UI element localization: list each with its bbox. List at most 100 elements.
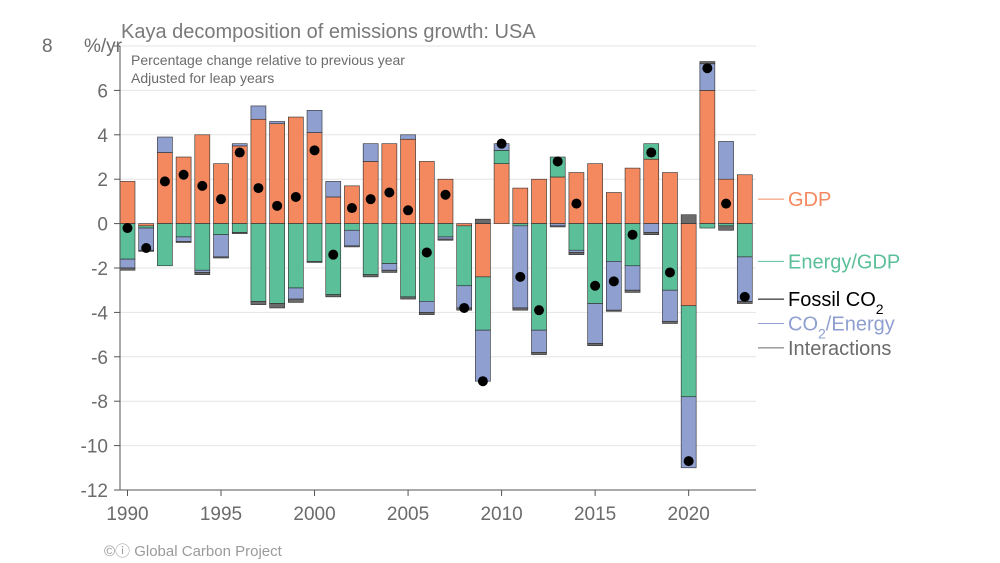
bar-gdp-1997: [250, 118, 267, 224]
bar-energy-gdp-2022: [718, 223, 734, 227]
bar-interactions-1999: [288, 298, 304, 303]
x-tick-label: 2020: [668, 504, 710, 525]
y-tick-label: -4: [91, 303, 108, 324]
y-tick-label: -6: [91, 348, 108, 369]
bar-co2-energy-1998: [269, 121, 285, 125]
bar-co2-energy-1995: [213, 234, 229, 258]
bar-interactions-2000: [306, 261, 323, 263]
fossil-co2-point-2019: [664, 267, 675, 278]
bar-interactions-2013: [549, 225, 566, 228]
fossil-co2-point-1997: [253, 183, 264, 194]
bar-gdp-2023: [736, 174, 753, 224]
bar-co2-energy-1994: [194, 269, 211, 273]
chart-title: Kaya decomposition of emissions growth: …: [121, 21, 536, 43]
bar-gdp-2016: [606, 192, 622, 224]
bar-interactions-1998: [269, 303, 285, 309]
fossil-co2-point-1995: [216, 194, 227, 205]
fossil-co2-point-2007: [440, 189, 451, 200]
bar-gdp-1990: [119, 181, 136, 224]
bar-co2-energy-2018: [643, 223, 660, 233]
bar-gdp-2007: [437, 178, 454, 224]
bar-interactions-2016: [606, 309, 622, 312]
y-tick-label: 8: [42, 36, 53, 57]
fossil-co2-point-2003: [365, 194, 376, 205]
bar-series: [119, 61, 753, 469]
x-tick-label: 2010: [480, 504, 522, 525]
x-tick-label: 2000: [293, 504, 335, 525]
y-tick-label: -8: [91, 392, 108, 413]
legend-item-gdp: GDP: [758, 189, 831, 211]
y-tick-label: 0: [97, 215, 108, 236]
y-tick-label: 4: [97, 126, 108, 147]
bar-gdp-2010: [493, 163, 510, 224]
bar-interactions-2001: [325, 294, 342, 298]
chart-subtitle-line-1: Percentage change relative to previous y…: [131, 52, 405, 68]
bar-energy-gdp-2003: [362, 223, 379, 275]
fossil-co2-point-2023: [739, 291, 750, 302]
fossil-co2-point-2005: [403, 205, 414, 216]
bar-gdp-2013: [549, 176, 566, 224]
bar-interactions-1995: [213, 256, 229, 259]
bar-gdp-1995: [213, 163, 229, 224]
bar-gdp-2018: [643, 158, 660, 224]
fossil-co2-point-2009: [477, 376, 488, 387]
fossil-co2-point-1996: [234, 147, 245, 158]
bar-gdp-1999: [288, 116, 304, 224]
fossil-co2-point-2008: [459, 302, 470, 313]
legend-label: Energy/GDP: [788, 251, 900, 273]
fossil-co2-point-2004: [384, 187, 395, 198]
bar-co2-energy-2007: [437, 236, 454, 240]
x-tick-label: 2015: [574, 504, 616, 525]
fossil-co2-point-2001: [328, 249, 339, 260]
bar-co2-energy-2015: [587, 303, 603, 344]
y-ticks: -12 -10 -8 -6 -4 -2 0 2 4 6 8: [42, 36, 120, 502]
fossil-co2-point-2016: [608, 276, 619, 287]
bar-co2-energy-2014: [568, 249, 585, 253]
bar-co2-energy-2022: [718, 141, 734, 180]
bar-interactions-2003: [362, 274, 379, 278]
fossil-co2-point-2013: [552, 156, 563, 167]
fossil-co2-point-2012: [534, 305, 545, 316]
fossil-co2-point-2011: [515, 271, 526, 282]
fossil-co2-point-1994: [197, 180, 208, 191]
bar-energy-gdp-2015: [587, 223, 603, 304]
bar-co2-energy-2019: [662, 289, 678, 322]
bar-gdp-1992: [157, 152, 173, 224]
bar-energy-gdp-2020: [680, 305, 697, 398]
fossil-co2-point-2015: [590, 280, 601, 291]
bar-co2-energy-1992: [157, 136, 173, 153]
legend-item-interactions: Interactions: [758, 338, 891, 360]
bar-co2-energy-2013: [549, 223, 566, 227]
bar-gdp-2006: [418, 161, 435, 224]
y-tick-label: -10: [81, 437, 108, 458]
bar-energy-gdp-2011: [512, 223, 529, 227]
bar-co2-energy-1997: [250, 105, 267, 120]
bar-co2-energy-2012: [531, 329, 547, 353]
bar-interactions-2020: [680, 214, 697, 224]
fossil-co2-point-2020: [683, 456, 694, 467]
bar-gdp-2012: [531, 178, 547, 224]
bar-interactions-2017: [624, 289, 641, 293]
legend-item-energy-gdp: Energy/GDP: [758, 251, 900, 273]
bar-co2-energy-2004: [381, 263, 398, 271]
bar-interactions-2018: [643, 232, 660, 235]
bar-energy-gdp-1998: [269, 223, 285, 304]
bar-energy-gdp-1997: [250, 223, 267, 302]
chart-subtitle-line-2: Adjusted for leap years: [131, 70, 274, 86]
bar-gdp-2021: [699, 90, 716, 224]
bar-interactions-2012: [531, 352, 547, 355]
legend-label: CO2/Energy: [788, 314, 895, 342]
bar-gdp-2009: [475, 223, 491, 278]
bar-energy-gdp-2002: [344, 223, 360, 231]
bar-energy-gdp-2000: [306, 223, 323, 262]
fossil-co2-point-2022: [721, 198, 732, 209]
bar-interactions-2005: [400, 296, 416, 300]
bar-co2-energy-2000: [306, 110, 323, 133]
bar-gdp-1993: [175, 156, 192, 224]
legend-label: GDP: [788, 189, 831, 211]
bar-interactions-2014: [568, 252, 585, 255]
fossil-co2-point-1991: [141, 243, 152, 254]
bar-interactions-2002: [344, 245, 360, 248]
fossil-co2-point-1993: [178, 169, 189, 180]
bar-gdp-2008: [456, 223, 472, 227]
